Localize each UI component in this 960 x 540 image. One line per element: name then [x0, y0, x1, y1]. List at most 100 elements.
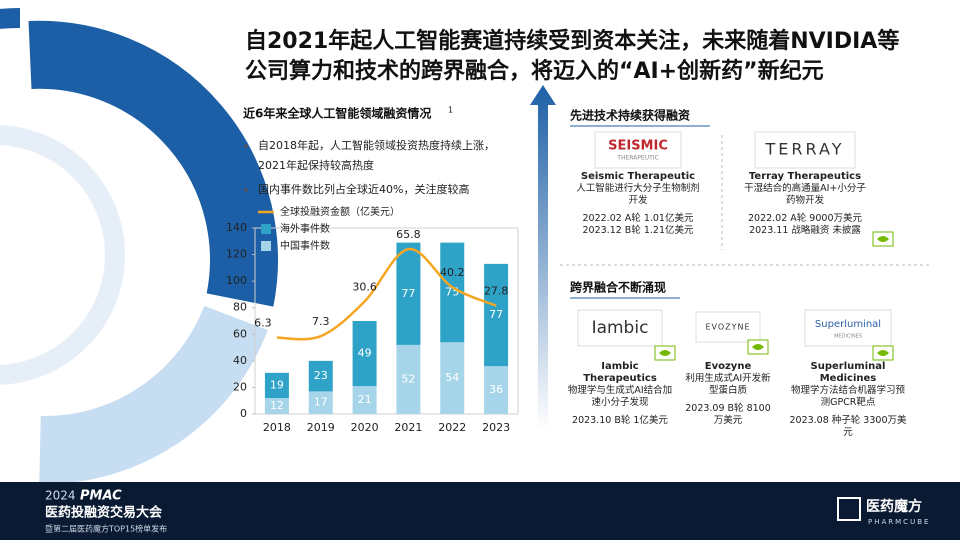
section-title: 跨界融合不断涌现 — [570, 280, 666, 295]
x-tick-label: 2021 — [394, 421, 422, 434]
footer-logo-sub: PHARMCUBE — [868, 518, 930, 526]
logo-box — [577, 309, 663, 347]
y-tick-label: 120 — [226, 248, 247, 261]
line-label: 7.3 — [312, 315, 330, 328]
section-title: 先进技术持续获得融资 — [570, 108, 690, 123]
bar-segment — [264, 398, 289, 414]
bullet-dot — [244, 144, 248, 148]
bar-segment — [396, 242, 421, 345]
line-label: 65.8 — [396, 228, 421, 241]
deal: 2022.02 A轮 9000万美元 — [747, 213, 862, 224]
company-logo: Superluminal — [815, 319, 881, 330]
deal: 2023.09 B轮 8100万美元 — [685, 403, 771, 426]
y-tick-label: 140 — [226, 221, 247, 234]
deal: 2022.02 A轮 1.01亿美元 — [582, 213, 694, 224]
data-label: 17 — [314, 396, 328, 409]
legend-label: 中国事件数 — [280, 239, 330, 252]
y-tick-label: 20 — [233, 380, 247, 393]
company-card: Terray Therapeutics 干湿结合的高通量AI+小分子药物开发 202… — [740, 171, 870, 237]
logo-box — [695, 311, 761, 343]
company-desc: 利用生成式AI开发新型蛋白质 — [685, 373, 771, 396]
title-line: 自2021年起人工智能赛道持续受到资本关注，未来随着NVIDIA等 — [245, 28, 899, 54]
footer-sub: 暨第二届医药魔方TOP15榜单发布 — [45, 524, 167, 534]
company-name: Evozyne — [704, 361, 752, 372]
company-desc: 物理学方法结合机器学习预测GPCR靶点 — [790, 385, 905, 408]
data-label: 77 — [489, 308, 503, 321]
deal: 2023.08 种子轮 3300万美元 — [789, 415, 907, 438]
legend-label: 全球投融资金额（亿美元） — [280, 205, 400, 218]
y-tick-label: 40 — [233, 354, 247, 367]
deal: 2023.11 战略融资 未披露 — [749, 225, 861, 236]
line-series — [276, 247, 497, 341]
company-desc: 干湿结合的高通量AI+小分子药物开发 — [744, 183, 866, 206]
bar-segment — [264, 372, 289, 399]
nvidia-eye — [877, 236, 889, 242]
footer-icon — [837, 497, 861, 521]
bar-segment — [308, 360, 333, 392]
x-tick-label: 2019 — [307, 421, 335, 434]
legend-swatch — [261, 224, 271, 234]
deal: 2023.12 B轮 1.21亿美元 — [582, 225, 694, 236]
logo-box — [804, 309, 892, 347]
company-card: Evozyne 利用生成式AI开发新型蛋白质 2023.09 B轮 8100万美元 — [683, 361, 773, 427]
bar-segment — [352, 321, 377, 387]
x-tick-label: 2018 — [263, 421, 291, 434]
bar-segment — [396, 344, 421, 414]
company-name: Seismic Therapeutic — [580, 171, 696, 182]
x-tick-label: 2022 — [438, 421, 466, 434]
company-card: Superluminal Medicines 物理学方法结合机器学习预测GPCR靶… — [788, 361, 908, 439]
x-tick-label: 2023 — [482, 421, 510, 434]
y-tick-label: 80 — [233, 301, 247, 314]
data-label: 23 — [314, 369, 328, 382]
company-card: Seismic Therapeutic 人工智能进行大分子生物制剂开发 2022.0… — [573, 171, 703, 237]
chart-title-note: 1 — [448, 106, 453, 115]
logo-box — [754, 131, 856, 169]
footer-logo: 医药魔方 — [866, 498, 922, 515]
x-tick-label: 2020 — [351, 421, 379, 434]
data-label: 52 — [401, 372, 415, 385]
company-logo: SEISMIC — [608, 139, 668, 154]
legend-swatch — [261, 241, 271, 251]
y-tick-label: 100 — [226, 274, 247, 287]
company-card: Iambic Therapeutics 物理学与生成式AI结合加速小分子发现 202… — [565, 361, 675, 427]
data-label: 19 — [270, 378, 284, 391]
bar-segment — [484, 366, 509, 414]
chart-title: 近6年来全球人工智能领域融资情况 — [243, 106, 431, 121]
company-desc: 物理学与生成式AI结合加速小分子发现 — [567, 385, 673, 408]
title-line: 公司算力和技术的跨界融合，将迈入的“AI+创新药”新纪元 — [245, 58, 824, 84]
decoration — [0, 8, 960, 540]
legend-label: 海外事件数 — [280, 222, 330, 235]
nvidia-eye — [877, 350, 889, 356]
deal: 2023.10 B轮 1亿美元 — [572, 415, 668, 426]
company-name: Terray Therapeutics — [748, 171, 862, 182]
data-label: 49 — [358, 347, 372, 360]
company-name: Superluminal Medicines — [810, 361, 886, 384]
logo-box — [594, 131, 682, 169]
data-label: 77 — [401, 287, 415, 300]
footer-event: 医药投融资交易大会 — [45, 505, 163, 521]
nvidia-eye — [752, 344, 764, 350]
footer-year: 2024 — [45, 489, 76, 503]
line-label: 30.6 — [352, 281, 377, 294]
bullet: 国内事件数比列占全球近40%，关注度较高 — [258, 183, 470, 196]
line-label: 27.8 — [484, 285, 509, 298]
company-logo: Iambic — [592, 318, 649, 338]
bullet: 自2018年起，人工智能领域投资热度持续上涨，2021年起保持较高热度 — [258, 139, 495, 172]
company-logo-sub: MEDICINES — [834, 334, 862, 340]
company-name: Iambic Therapeutics — [583, 361, 657, 384]
data-label: 21 — [358, 393, 372, 406]
plot-frame — [254, 227, 519, 415]
bar-segment — [440, 342, 465, 414]
nvidia-eye — [659, 350, 671, 356]
data-label: 36 — [489, 383, 503, 396]
bar-segment — [484, 263, 509, 367]
footer-brand: PMAC — [80, 489, 122, 504]
bullet-dot — [244, 188, 248, 192]
company-logo-sub: THERAPEUTIC — [616, 155, 658, 162]
bar-segment — [352, 386, 377, 414]
data-label: 12 — [270, 399, 284, 412]
y-tick-label: 0 — [240, 407, 247, 420]
company-logo: TERRAY — [765, 140, 845, 159]
